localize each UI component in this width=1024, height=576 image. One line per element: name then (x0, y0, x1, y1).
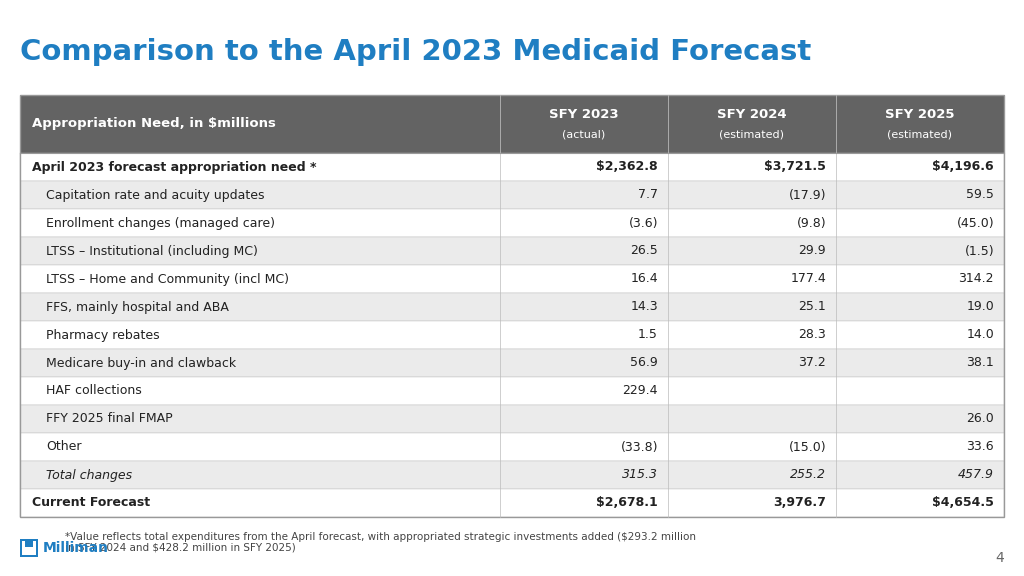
Text: 19.0: 19.0 (967, 301, 994, 313)
Text: $4,654.5: $4,654.5 (932, 497, 994, 510)
Bar (20, 181, 1004, 209)
Text: Pharmacy rebates: Pharmacy rebates (46, 328, 160, 342)
Bar (20, 461, 1004, 489)
Text: 33.6: 33.6 (967, 441, 994, 453)
Bar (20, 489, 1004, 517)
Text: LTSS – Institutional (including MC): LTSS – Institutional (including MC) (46, 244, 258, 257)
Text: (1.5): (1.5) (965, 244, 994, 257)
Text: 26.0: 26.0 (967, 412, 994, 426)
Text: LTSS – Home and Community (incl MC): LTSS – Home and Community (incl MC) (46, 272, 289, 286)
Text: $3,721.5: $3,721.5 (764, 161, 826, 173)
Bar (25, 547, 33, 555)
Text: (17.9): (17.9) (788, 188, 826, 202)
Text: 37.2: 37.2 (799, 357, 826, 369)
Bar (20, 293, 1004, 321)
Text: 1.5: 1.5 (638, 328, 658, 342)
Bar (20, 321, 1004, 349)
Text: (33.8): (33.8) (621, 441, 658, 453)
Text: 3,976.7: 3,976.7 (773, 497, 826, 510)
Text: 28.3: 28.3 (799, 328, 826, 342)
Text: 56.9: 56.9 (630, 357, 658, 369)
Text: (actual): (actual) (562, 130, 605, 139)
Bar (20, 153, 1004, 181)
Bar (20, 433, 1004, 461)
Text: Current Forecast: Current Forecast (32, 497, 151, 510)
Text: Capitation rate and acuity updates: Capitation rate and acuity updates (46, 188, 264, 202)
Text: 14.3: 14.3 (631, 301, 658, 313)
Bar (20, 349, 1004, 377)
Text: Total changes: Total changes (46, 468, 132, 482)
Bar (500, 95, 668, 153)
Text: (3.6): (3.6) (629, 217, 658, 229)
Text: $2,362.8: $2,362.8 (596, 161, 658, 173)
Text: 14.0: 14.0 (967, 328, 994, 342)
Text: SFY 2024: SFY 2024 (717, 108, 786, 120)
Text: April 2023 forecast appropriation need *: April 2023 forecast appropriation need * (32, 161, 316, 173)
Text: 16.4: 16.4 (631, 272, 658, 286)
Bar (20, 377, 1004, 405)
Text: FFY 2025 final FMAP: FFY 2025 final FMAP (46, 412, 173, 426)
Text: $4,196.6: $4,196.6 (933, 161, 994, 173)
Bar (22, 541, 25, 555)
Bar (20, 265, 1004, 293)
Text: $2,678.1: $2,678.1 (596, 497, 658, 510)
Text: in SFY 2024 and $428.2 million in SFY 2025): in SFY 2024 and $428.2 million in SFY 20… (65, 543, 296, 553)
Bar (20, 95, 1004, 517)
Text: SFY 2025: SFY 2025 (886, 108, 954, 120)
Bar (20, 209, 1004, 237)
Bar (20, 237, 1004, 265)
Text: 255.2: 255.2 (790, 468, 826, 482)
Text: (estimated): (estimated) (888, 130, 952, 139)
Bar (33, 541, 36, 555)
Bar (20, 539, 38, 557)
Text: (15.0): (15.0) (788, 441, 826, 453)
Text: 229.4: 229.4 (623, 385, 658, 397)
Text: Enrollment changes (managed care): Enrollment changes (managed care) (46, 217, 275, 229)
Text: HAF collections: HAF collections (46, 385, 141, 397)
Text: Medicare buy-in and clawback: Medicare buy-in and clawback (46, 357, 237, 369)
Bar (836, 95, 1004, 153)
Text: FFS, mainly hospital and ABA: FFS, mainly hospital and ABA (46, 301, 229, 313)
Text: 25.1: 25.1 (799, 301, 826, 313)
Text: Comparison to the April 2023 Medicaid Forecast: Comparison to the April 2023 Medicaid Fo… (20, 38, 811, 66)
Text: SFY 2023: SFY 2023 (549, 108, 618, 120)
Bar (20, 95, 500, 153)
Bar (668, 95, 836, 153)
Text: 177.4: 177.4 (791, 272, 826, 286)
Text: 4: 4 (995, 551, 1004, 565)
Text: Other: Other (46, 441, 82, 453)
Text: 315.3: 315.3 (622, 468, 658, 482)
Text: 26.5: 26.5 (630, 244, 658, 257)
Text: *Value reflects total expenditures from the April forecast, with appropriated st: *Value reflects total expenditures from … (65, 532, 696, 542)
Text: 457.9: 457.9 (958, 468, 994, 482)
Bar (20, 405, 1004, 433)
Text: (45.0): (45.0) (956, 217, 994, 229)
Text: 38.1: 38.1 (967, 357, 994, 369)
Text: (estimated): (estimated) (720, 130, 784, 139)
Text: 29.9: 29.9 (799, 244, 826, 257)
Text: 7.7: 7.7 (638, 188, 658, 202)
Text: (9.8): (9.8) (797, 217, 826, 229)
Text: 59.5: 59.5 (966, 188, 994, 202)
Text: Appropriation Need, in $millions: Appropriation Need, in $millions (32, 118, 275, 131)
Text: 314.2: 314.2 (958, 272, 994, 286)
Text: Milliman: Milliman (43, 541, 109, 555)
